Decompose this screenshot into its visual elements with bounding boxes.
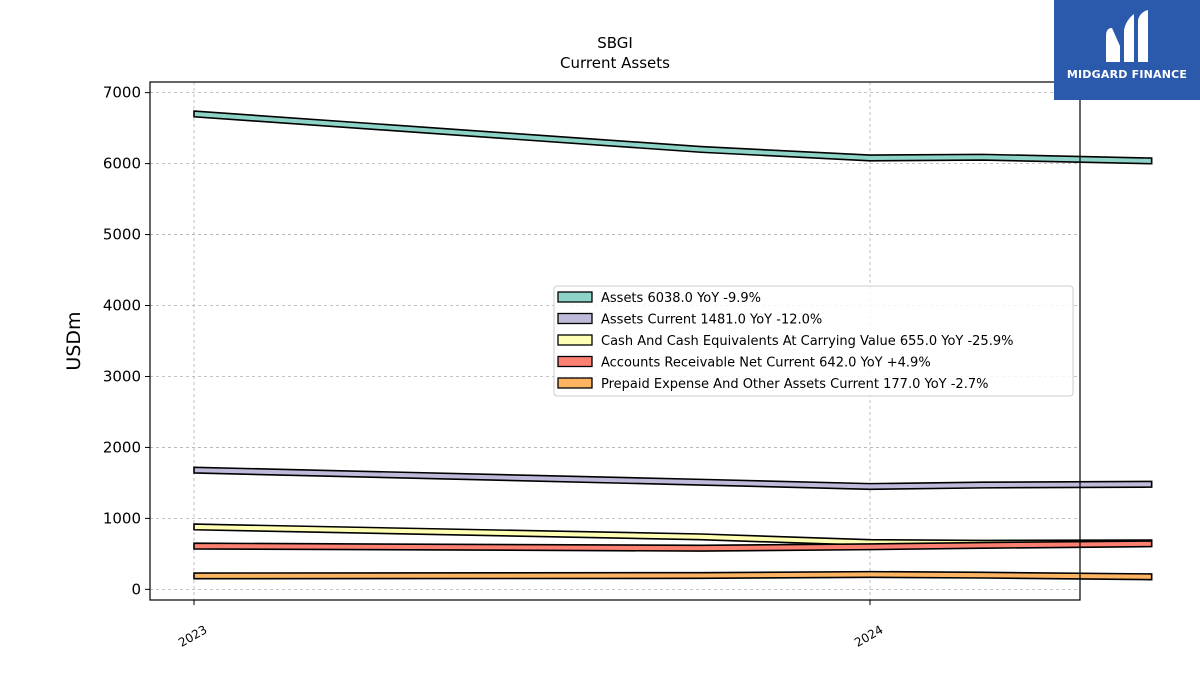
series-band-assets (193, 110, 1153, 165)
legend-swatch (557, 355, 593, 368)
y-tick-label: 3000 (103, 367, 141, 385)
y-tick-label: 4000 (103, 297, 141, 315)
x-axis: 2023 2024 (176, 600, 886, 650)
x-tick-label: 2023 (176, 622, 209, 649)
legend-label: Prepaid Expense And Other Assets Current… (601, 377, 988, 392)
y-tick-label: 0 (131, 580, 141, 598)
chart-subtitle: Current Assets (560, 54, 670, 72)
plot-frame (149, 81, 1081, 601)
y-tick-label: 5000 (103, 226, 141, 244)
legend-swatch (557, 312, 593, 325)
legend-label: Cash And Cash Equivalents At Carrying Va… (601, 334, 1013, 349)
legend-label: Accounts Receivable Net Current 642.0 Yo… (601, 356, 931, 371)
y-axis: 0 1000 2000 3000 4000 5000 6000 7000 (103, 84, 150, 598)
y-tick-label: 7000 (103, 84, 141, 102)
legend-swatch (557, 291, 593, 303)
logo-mark-icon (1106, 10, 1148, 62)
midgard-finance-logo: MIDGARD FINANCE (1054, 0, 1200, 100)
legend-swatch (557, 334, 593, 346)
chart-title: SBGI (597, 34, 633, 52)
legend-box (553, 285, 1074, 397)
y-tick-label: 6000 (103, 155, 141, 173)
y-axis-label: USDm (63, 311, 85, 370)
series-bands (193, 110, 1153, 581)
y-tick-label: 2000 (103, 438, 141, 456)
legend-label: Assets 6038.0 YoY -9.9% (601, 291, 761, 306)
legend-label: Assets Current 1481.0 YoY -12.0% (601, 313, 822, 328)
series-band-prepaid-expense-and-other-assets-current (193, 570, 1153, 581)
series-band-accounts-receivable-net-current (193, 540, 1153, 552)
series-band-assets-current (193, 466, 1153, 491)
legend: Assets 6038.0 YoY -9.9% Assets Current 14… (553, 285, 1074, 397)
legend-swatch (557, 377, 593, 389)
y-tick-label: 1000 (103, 509, 141, 527)
x-tick-label: 2024 (852, 622, 885, 649)
logo-text: MIDGARD FINANCE (1066, 68, 1188, 81)
